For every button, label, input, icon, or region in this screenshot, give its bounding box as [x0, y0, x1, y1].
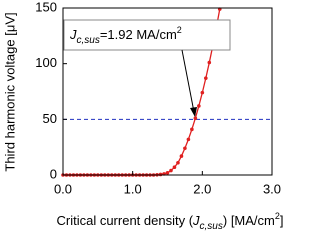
data-point: [204, 76, 208, 80]
annotation: Jc,sus=1.92 MA/cm2: [69, 25, 182, 45]
data-point: [197, 104, 201, 108]
data-point: [165, 170, 170, 175]
annotation-part: 2: [177, 25, 182, 35]
y-tick-label: 150: [35, 0, 57, 14]
data-point: [172, 165, 177, 170]
annotation-arrow: [181, 49, 195, 113]
x-tick-label: 2.0: [193, 181, 211, 196]
x-label-part: 2: [275, 211, 280, 221]
data-point: [200, 90, 205, 95]
x-label-part: ]: [280, 213, 284, 228]
annotation-box: [63, 19, 231, 51]
annotation-part: c,sus: [77, 35, 100, 46]
plot-frame: [62, 7, 273, 176]
x-label-part: c,sus: [200, 221, 223, 232]
x-label-part: ) [MA/cm: [223, 213, 275, 228]
x-tick-label: 3.0: [263, 181, 281, 196]
data-point: [183, 146, 187, 151]
x-label-part: J: [192, 213, 200, 228]
arrow-head: [190, 107, 197, 117]
x-tick-label: 1.0: [124, 181, 142, 196]
x-label-part: Critical current density (: [56, 213, 193, 228]
y-tick-label: 0: [50, 166, 57, 181]
data-point: [169, 168, 173, 173]
data-point: [179, 154, 184, 158]
y-axis-label: Third harmonic voltage [μV]: [2, 12, 17, 171]
y-tick-label: 100: [35, 55, 57, 70]
data-point: [176, 160, 180, 165]
data-point: [190, 127, 194, 132]
x-tick-label: 0.0: [54, 181, 72, 196]
data-point: [207, 60, 212, 65]
y-tick-label: 50: [43, 111, 57, 126]
chart: Jc,sus=1.92 MA/cm2 Critical current dens…: [2, 0, 283, 232]
x-axis-label: Critical current density (Jc,sus) [MA/cm…: [56, 211, 283, 231]
annotation-part: J: [69, 27, 77, 42]
annotation-part: =1.92 MA/cm: [100, 27, 177, 42]
data-point: [193, 116, 198, 121]
data-point: [158, 172, 163, 177]
data-point: [186, 137, 191, 142]
